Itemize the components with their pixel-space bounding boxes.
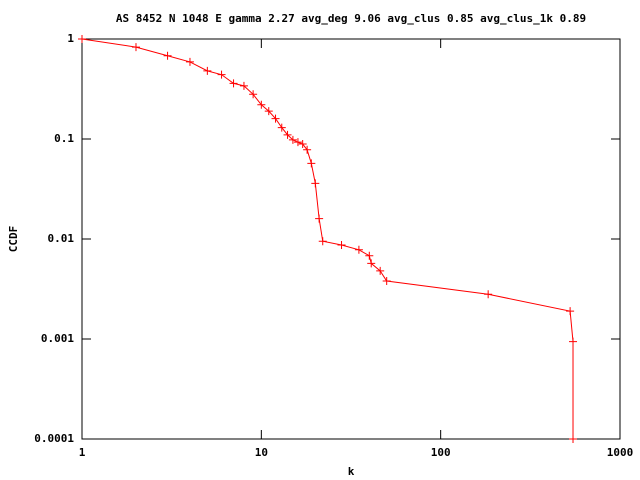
data-point	[337, 241, 346, 250]
data-line	[81, 38, 574, 439]
data-point	[298, 140, 307, 149]
y-tick-label: 0.0001	[34, 432, 74, 445]
data-point	[367, 259, 376, 268]
data-point	[185, 57, 194, 66]
data-point	[307, 159, 316, 168]
plot-frame	[81, 38, 621, 440]
data-point	[239, 81, 248, 90]
data-point	[382, 277, 391, 286]
data-point	[569, 435, 578, 443]
chart-title: AS 8452 N 1048 E gamma 2.27 avg_deg 9.06…	[116, 12, 586, 25]
x-tick-label: 1	[79, 446, 86, 459]
data-point	[257, 100, 266, 109]
data-point	[354, 245, 363, 254]
data-point	[318, 237, 327, 246]
data-point	[131, 43, 140, 52]
data-point	[271, 114, 280, 123]
data-point	[277, 123, 286, 132]
x-axis-label: k	[348, 465, 355, 478]
data-point	[249, 90, 258, 99]
data-point	[311, 179, 320, 188]
data-point	[78, 35, 86, 43]
data-point	[484, 290, 493, 299]
data-point	[315, 214, 324, 223]
data-point	[203, 66, 212, 75]
x-tick-label: 1000	[607, 446, 634, 459]
data-point	[569, 337, 578, 346]
data-point	[293, 138, 302, 147]
data-point	[283, 130, 292, 139]
y-tick-label: 0.01	[48, 232, 75, 245]
y-axis-label: CCDF	[7, 226, 20, 253]
y-tick-label: 0.1	[54, 132, 74, 145]
y-tick-label: 0.001	[41, 332, 74, 345]
data-point	[303, 145, 312, 154]
data-point	[264, 107, 273, 116]
data-point	[229, 79, 238, 88]
x-tick-label: 100	[431, 446, 451, 459]
x-tick-label: 10	[255, 446, 268, 459]
data-point	[288, 135, 297, 144]
data-point	[566, 307, 575, 316]
data-point	[376, 266, 385, 275]
data-point	[163, 51, 172, 60]
y-tick-label: 1	[67, 32, 74, 45]
data-point	[217, 70, 226, 79]
data-point	[365, 251, 374, 260]
